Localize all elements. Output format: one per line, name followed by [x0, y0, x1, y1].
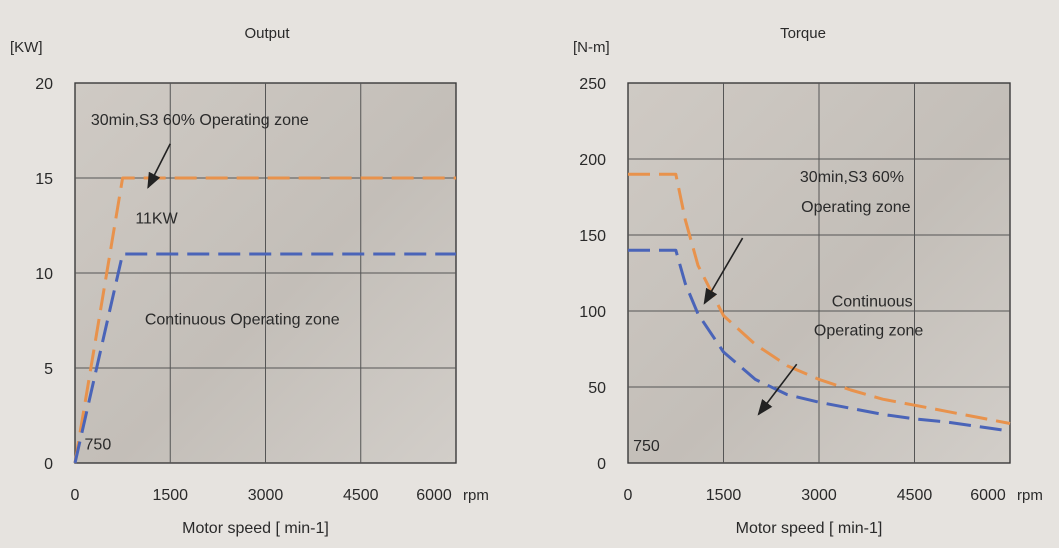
x-tick-label: 4500 [343, 487, 379, 504]
x-tick-label: 6000 [970, 487, 1006, 504]
annotation-text: 11KW [135, 211, 178, 228]
y-tick-label: 50 [588, 380, 606, 397]
x-tick-label: 1500 [152, 487, 188, 504]
annotation-text: Operating zone [814, 322, 924, 339]
x-tick-label: 4500 [897, 487, 933, 504]
x-tick-label: 3000 [801, 487, 837, 504]
y-tick-label: 15 [35, 171, 53, 188]
y-tick-label: 150 [579, 228, 606, 245]
annotation-text: Continuous [832, 293, 913, 310]
x-axis-label: Motor speed [ min-1] [182, 520, 329, 537]
y-tick-label: 200 [579, 152, 606, 169]
x-tick-label: 3000 [248, 487, 284, 504]
series-line-continuous [73, 252, 456, 464]
x-axis-unit: rpm [463, 487, 489, 504]
annotation-text: 750 [633, 438, 660, 455]
y-axis-label: [KW] [10, 39, 43, 56]
x-axis-label: Motor speed [ min-1] [736, 520, 883, 537]
y-tick-label: 5 [44, 361, 53, 378]
y-tick-label: 100 [579, 304, 606, 321]
y-tick-label: 20 [35, 76, 53, 93]
series-line-peak [73, 176, 456, 464]
annotation-text: 30min,S3 60% Operating zone [91, 112, 309, 129]
annotation-arrow [703, 237, 744, 305]
chart-title: Torque [780, 25, 826, 42]
annotation-arrow [147, 143, 171, 189]
annotation-text: 750 [85, 437, 112, 454]
y-tick-label: 0 [597, 456, 606, 473]
x-tick-label: 0 [624, 487, 633, 504]
annotation-text: Continuous Operating zone [145, 311, 340, 328]
chart-title: Output [244, 25, 290, 42]
series-line-continuous [628, 248, 1011, 433]
x-tick-label: 1500 [706, 487, 742, 504]
y-tick-label: 10 [35, 266, 53, 283]
x-axis-unit: rpm [1017, 487, 1043, 504]
y-tick-label: 0 [44, 456, 53, 473]
chart-output: Output [KW] Motor speed [ min-1] rpm 0 1500 30… [10, 25, 489, 537]
x-tick-label: 0 [71, 487, 80, 504]
y-axis-label: [N-m] [573, 39, 610, 56]
y-tick-label: 250 [579, 76, 606, 93]
annotation-text: Operating zone [801, 199, 911, 216]
annotation-arrow [757, 363, 798, 416]
annotation-text: 30min,S3 60% [800, 169, 904, 186]
series-line-peak [628, 172, 1011, 425]
x-tick-label: 6000 [416, 487, 452, 504]
